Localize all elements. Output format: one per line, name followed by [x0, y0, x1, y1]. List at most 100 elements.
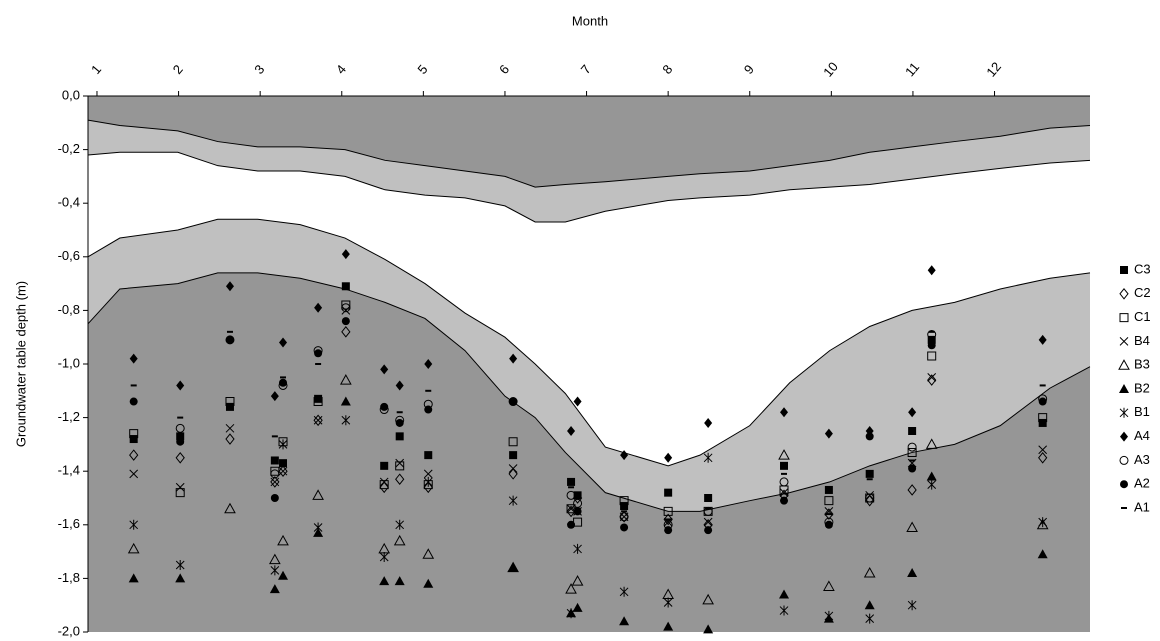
data-point: [926, 471, 937, 481]
data-point: [780, 461, 789, 470]
legend-marker: [1119, 384, 1129, 393]
data-point: [663, 513, 673, 526]
y-tick-label: -2,0: [58, 623, 80, 638]
data-point: [339, 374, 352, 385]
data-point: [663, 621, 674, 631]
data-point: [863, 567, 876, 578]
data-point: [225, 433, 235, 445]
data-point: [907, 447, 917, 457]
data-point: [664, 526, 673, 535]
data-point: [279, 378, 288, 387]
data-point: [128, 573, 139, 583]
data-point: [424, 359, 433, 369]
data-point: [380, 461, 389, 470]
y-tick-label: -0,4: [58, 195, 80, 210]
y-tick-label: -1,2: [58, 409, 80, 424]
data-point: [573, 498, 583, 508]
x-tick-label: 2: [170, 62, 186, 77]
data-point: [780, 407, 789, 418]
legend-marker: [1119, 407, 1129, 418]
data-point: [779, 488, 789, 497]
band-area: [88, 272, 1090, 632]
data-point: [566, 490, 576, 500]
data-point: [664, 488, 673, 497]
y-tick-label: 0,0: [62, 87, 80, 102]
data-point: [864, 600, 875, 610]
data-point: [424, 451, 433, 460]
legend-label: C2: [1134, 285, 1151, 300]
data-point: [129, 469, 139, 479]
data-point: [313, 397, 323, 407]
data-point: [704, 417, 713, 428]
data-point: [908, 407, 917, 418]
data-point: [567, 520, 576, 529]
data-point: [823, 580, 835, 591]
data-point: [278, 465, 288, 478]
data-point: [279, 337, 288, 348]
data-point: [129, 435, 138, 444]
data-point: [824, 508, 834, 520]
data-point: [278, 570, 289, 580]
data-point: [424, 405, 433, 414]
y-tick-label: -1,6: [58, 516, 80, 531]
data-point: [778, 449, 790, 460]
data-point: [395, 418, 404, 427]
data-point: [394, 576, 405, 586]
data-point: [704, 526, 713, 535]
legend-label: B4: [1134, 333, 1150, 348]
data-point: [927, 373, 937, 382]
data-point: [422, 548, 435, 559]
data-point: [664, 452, 673, 463]
data-point: [619, 586, 629, 597]
data-point: [224, 502, 236, 514]
data-point: [508, 468, 518, 480]
data-point: [824, 610, 834, 621]
data-point: [395, 380, 404, 391]
y-tick-label: -0,8: [58, 302, 80, 317]
data-point: [176, 437, 185, 446]
data-point: [571, 575, 584, 586]
data-point: [779, 589, 790, 599]
data-point: [620, 502, 629, 511]
data-point: [225, 402, 234, 411]
data-point: [341, 303, 351, 313]
data-point: [341, 249, 350, 260]
legend-label: A3: [1134, 452, 1150, 467]
data-point: [779, 605, 789, 616]
data-point: [573, 543, 582, 554]
x-tick-label: 8: [659, 62, 675, 77]
y-tick-label: -0,2: [58, 141, 80, 156]
data-point: [312, 489, 324, 500]
data-point: [129, 449, 139, 461]
x-tick-label: 5: [414, 62, 430, 77]
data-point: [565, 583, 577, 594]
x-tick-label: 7: [578, 62, 594, 77]
data-point: [379, 477, 389, 487]
data-point: [1038, 517, 1048, 528]
legend-label: A2: [1134, 476, 1150, 491]
data-point: [1038, 334, 1047, 345]
data-point: [270, 391, 279, 402]
data-point: [824, 496, 834, 506]
data-point: [925, 438, 938, 449]
data-point: [927, 265, 936, 276]
data-point: [573, 396, 582, 407]
data-point: [927, 351, 937, 361]
band-area: [88, 96, 1090, 188]
data-point: [380, 364, 389, 375]
y-tick-label: -1,4: [58, 463, 80, 478]
data-point: [270, 494, 279, 502]
data-point: [340, 396, 351, 406]
data-point: [175, 573, 186, 583]
data-point: [508, 464, 518, 473]
data-point: [567, 477, 576, 486]
data-point: [127, 542, 140, 554]
data-point: [279, 459, 288, 468]
legend-marker: [1119, 287, 1129, 300]
band-area: [88, 120, 1090, 222]
data-point: [906, 521, 918, 532]
data-point: [278, 437, 288, 447]
data-point: [865, 432, 874, 441]
legend-label: B3: [1134, 357, 1150, 372]
